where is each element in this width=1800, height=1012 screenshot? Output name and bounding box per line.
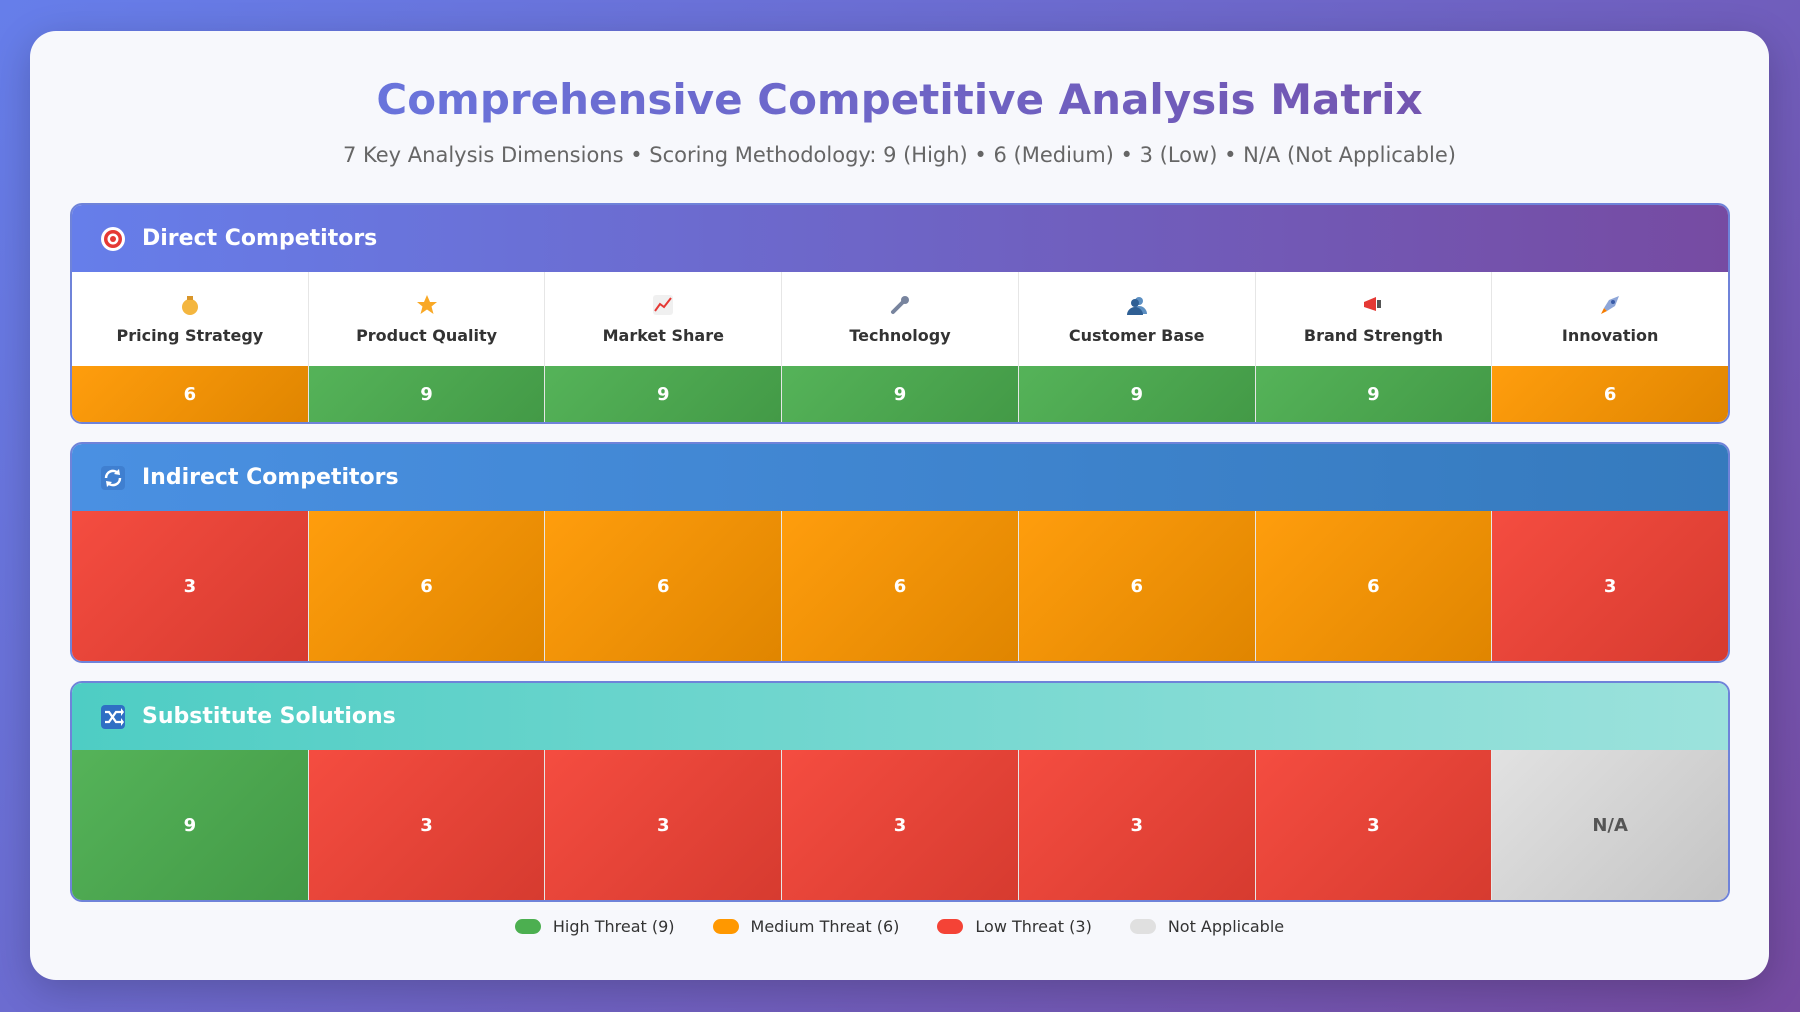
column-header: Brand Strength — [1255, 272, 1492, 366]
icon — [416, 294, 437, 314]
legend: High Threat (9) Medium Threat (6) Low Thre… — [30, 917, 1769, 936]
column-label: Technology — [849, 325, 951, 345]
legend-item: Medium Threat (6) — [712, 917, 900, 936]
score-cell: 9 — [72, 750, 308, 900]
score-cell: 6 — [1492, 366, 1728, 422]
section-header: Indirect Competitors — [72, 444, 1728, 511]
score-cell: 6 — [782, 511, 1018, 661]
score-cell: 3 — [72, 511, 308, 661]
icon — [1364, 296, 1382, 311]
score-cell: 6 — [72, 366, 308, 422]
icon — [181, 295, 198, 315]
legend-label: High Threat (9) — [552, 917, 675, 936]
column-header: Customer Base — [1018, 272, 1255, 366]
score-cell: 3 — [1492, 511, 1728, 661]
score-cell: 6 — [545, 511, 782, 661]
score-cell: 9 — [1255, 366, 1492, 422]
score-cell: 3 — [1018, 750, 1255, 900]
section-header: Substitute Solutions — [72, 683, 1728, 750]
score-cell: 6 — [1255, 511, 1492, 661]
column-header: Product Quality — [308, 272, 545, 366]
score-cell: 9 — [782, 366, 1018, 422]
legend-swatch — [937, 919, 964, 934]
column-label: Brand Strength — [1303, 325, 1443, 345]
section-title: Direct Competitors — [142, 226, 378, 251]
column-header: Innovation — [1492, 272, 1728, 366]
score-cell: 9 — [545, 366, 782, 422]
section: Substitute Solutions 9 3 3 3 3 3 N/A — [70, 681, 1730, 902]
column-label: Customer Base — [1068, 325, 1205, 345]
legend-swatch — [514, 919, 541, 934]
section: Direct Competitors Pricing Strategy Prod… — [70, 203, 1730, 424]
score-cell: 6 — [1018, 511, 1255, 661]
icon — [1601, 295, 1620, 314]
score-cell: N/A — [1492, 750, 1728, 900]
icon — [101, 465, 125, 490]
icon — [101, 226, 125, 251]
score-cell: 6 — [308, 511, 545, 661]
score-cell: 9 — [308, 366, 545, 422]
legend-swatch — [712, 919, 739, 934]
score-cell: 3 — [545, 750, 782, 900]
score-cell: 3 — [1255, 750, 1492, 900]
score-cell: 3 — [782, 750, 1018, 900]
icon — [1126, 296, 1147, 315]
legend-item: Not Applicable — [1129, 917, 1285, 936]
column-label: Pricing Strategy — [116, 325, 264, 345]
column-header: Pricing Strategy — [72, 272, 308, 366]
legend-label: Low Threat (3) — [975, 917, 1092, 936]
column-header: Market Share — [545, 272, 782, 366]
legend-label: Medium Threat (6) — [750, 917, 900, 936]
column-label: Market Share — [602, 325, 724, 345]
section-title: Indirect Competitors — [142, 465, 399, 490]
legend-swatch — [1129, 919, 1156, 934]
section-header: Direct Competitors — [72, 205, 1728, 272]
icon — [101, 704, 125, 729]
score-cell: 9 — [1018, 366, 1255, 422]
score-row: 9 3 3 3 3 3 N/A — [72, 750, 1728, 900]
column-header-row: Pricing Strategy Product Quality Market … — [72, 272, 1728, 366]
card: Comprehensive Competitive Analysis Matri… — [30, 31, 1769, 980]
legend-label: Not Applicable — [1167, 917, 1285, 936]
icon — [890, 295, 909, 314]
subtitle: 7 Key Analysis Dimensions • Scoring Meth… — [343, 143, 1456, 167]
column-label: Innovation — [1561, 325, 1659, 345]
legend-item: Low Threat (3) — [937, 917, 1092, 936]
title: Comprehensive Competitive Analysis Matri… — [30, 75, 1769, 124]
icon — [653, 294, 674, 315]
score-cell: 3 — [308, 750, 545, 900]
column-label: Product Quality — [356, 325, 498, 345]
column-header: Technology — [782, 272, 1018, 366]
section-title: Substitute Solutions — [142, 704, 396, 729]
legend-item: High Threat (9) — [514, 917, 675, 936]
